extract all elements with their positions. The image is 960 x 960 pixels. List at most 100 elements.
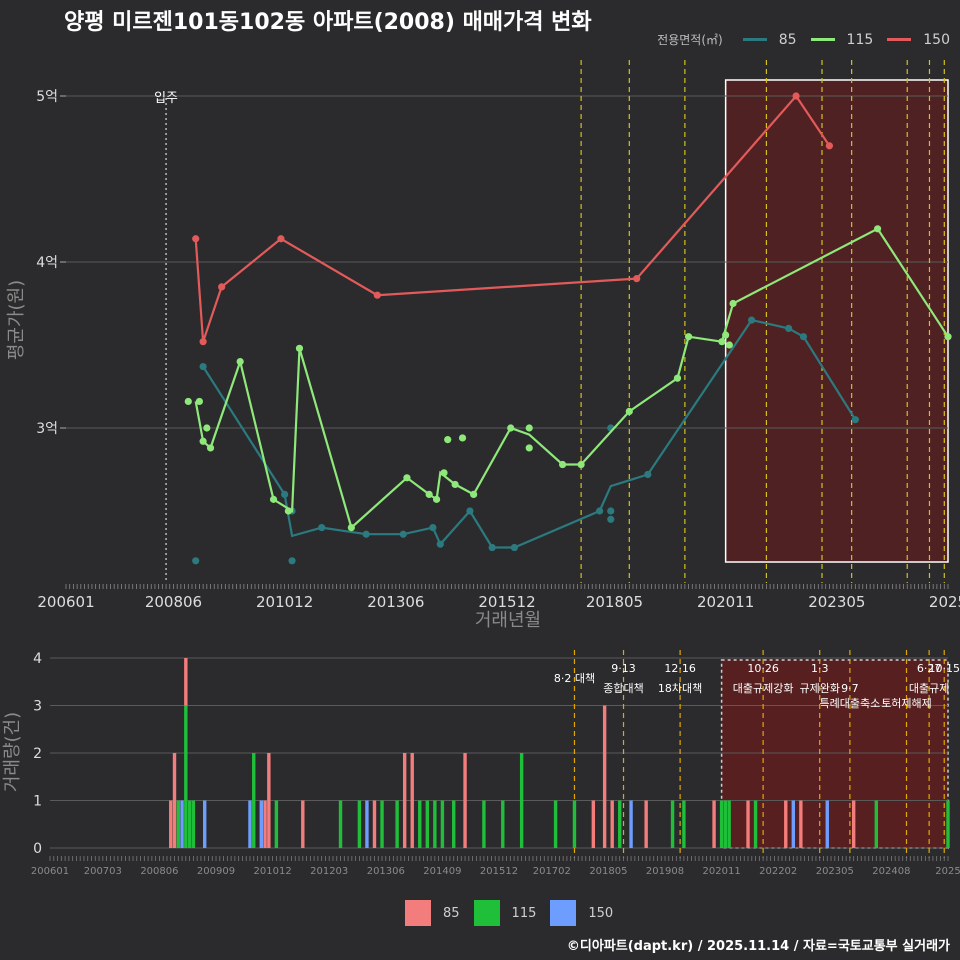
- series-line-150: [194, 94, 831, 343]
- volume-y-tick-label: 0: [33, 841, 42, 857]
- policy-annotation: 8·2 대책: [554, 672, 595, 685]
- data-point-115: [725, 341, 733, 349]
- volume-x-tick-label: 200909: [197, 866, 235, 877]
- policy-annotation: 6·27: [917, 662, 942, 675]
- chart-title: 양평 미르젠101동102동 아파트(2008) 매매가격 변화: [64, 10, 592, 35]
- bar-legend-label-150: 150: [588, 905, 614, 921]
- volume-bar-150: [791, 800, 796, 848]
- volume-bar-85: [602, 705, 607, 848]
- policy-annotation: 특례대출축소: [820, 697, 881, 710]
- data-point-115: [347, 524, 355, 532]
- volume-x-tick-label: 201908: [646, 866, 684, 877]
- volume-bar-115: [418, 800, 422, 848]
- data-point-85: [607, 515, 615, 523]
- policy-annotation: 토허제해제: [881, 696, 932, 710]
- volume-bar-115: [380, 800, 384, 848]
- x-tick-label: 201805: [586, 593, 643, 611]
- volume-bar-85: [172, 753, 177, 848]
- data-point-150: [633, 275, 641, 283]
- volume-bar-115: [274, 800, 279, 848]
- volume-bar-115: [723, 800, 728, 848]
- data-point-115: [470, 490, 478, 498]
- data-point-115: [203, 424, 211, 432]
- bar-legend-label-85: 85: [443, 905, 460, 921]
- data-point-85: [510, 543, 519, 552]
- legend-label-150: 150: [923, 31, 950, 48]
- x-tick-label: 202011: [697, 593, 754, 611]
- y-tick-label: 5억: [36, 89, 58, 105]
- policy-annotation: 대출규제강화: [733, 682, 794, 695]
- data-point-85: [436, 540, 444, 548]
- volume-bar-115: [176, 800, 180, 848]
- data-point-85: [488, 543, 496, 552]
- volume-bar-85: [169, 800, 173, 848]
- data-point-150: [218, 283, 226, 291]
- bar-legend-swatch-150: [550, 900, 577, 926]
- data-point-115: [284, 507, 292, 515]
- data-point-115: [873, 225, 882, 233]
- volume-bar-115: [425, 800, 430, 848]
- volume-x-tick-label: 201409: [423, 866, 461, 877]
- volume-bar-150: [259, 800, 263, 848]
- volume-y-axis-title: 거래량(건): [2, 712, 23, 792]
- data-point-115: [444, 436, 452, 444]
- data-point-115: [558, 460, 567, 469]
- data-point-115: [206, 444, 215, 452]
- legend-swatch-115: [810, 38, 835, 41]
- data-point-115: [451, 480, 459, 489]
- volume-bar-85: [184, 658, 188, 706]
- data-point-150: [277, 235, 285, 243]
- y-tick-label: 3억: [36, 421, 58, 437]
- volume-bar-85: [746, 800, 750, 848]
- volume-bar-150: [365, 800, 369, 848]
- data-point-85: [318, 524, 326, 532]
- data-point-85: [644, 470, 652, 479]
- volume-bar-150: [825, 800, 829, 848]
- volume-bar-85: [591, 800, 596, 848]
- volume-bar-85: [263, 800, 267, 848]
- data-point-115: [195, 397, 204, 406]
- data-point-115: [403, 474, 411, 482]
- bar-legend-swatch-115: [473, 900, 500, 926]
- data-point-85: [199, 362, 207, 371]
- data-point-85: [466, 507, 474, 515]
- volume-bar-115: [184, 705, 188, 848]
- data-point-150: [825, 142, 834, 150]
- data-point-115: [684, 333, 693, 341]
- x-tick-label: 201512: [478, 593, 535, 611]
- volume-bar-115: [440, 800, 445, 848]
- volume-bar-85: [402, 753, 407, 848]
- volume-bar-115: [252, 753, 256, 848]
- legend-swatch-150: [887, 38, 912, 41]
- volume-y-tick-label: 3: [33, 699, 42, 715]
- y-tick-label: 4억: [36, 255, 58, 271]
- volume-bar-115: [452, 800, 456, 848]
- volume-x-tick-label: 201702: [533, 866, 571, 877]
- x-tick-label: 200806: [145, 593, 202, 611]
- volume-bar-115: [187, 800, 192, 848]
- data-point-115: [236, 358, 244, 366]
- volume-x-tick-label: 200601: [31, 866, 69, 877]
- data-point-115: [199, 437, 207, 445]
- data-point-85: [785, 324, 793, 332]
- volume-bar-115: [753, 800, 758, 848]
- volume-bar-115: [482, 800, 486, 848]
- volume-bar-150: [629, 800, 633, 848]
- volume-bar-85: [267, 753, 271, 848]
- data-point-115: [729, 299, 737, 308]
- volume-bar-85: [410, 753, 414, 848]
- data-point-85: [362, 530, 370, 538]
- data-point-115: [507, 424, 515, 432]
- volume-bar-115: [553, 800, 558, 848]
- volume-x-tick-label: 202011: [703, 866, 741, 877]
- volume-x-tick-label: 201012: [254, 866, 292, 877]
- volume-bar-85: [463, 753, 467, 848]
- x-tick-label: 2025: [929, 593, 960, 611]
- volume-panel: 0 1 2 3 4 거래량(건) 8·2 대책 9·13 종합대책 12·16 18차대책 10·26…: [2, 650, 960, 877]
- policy-annotation: 9·7: [841, 682, 859, 695]
- top-legend: 전용면적(㎡) 85 115 150: [657, 31, 950, 48]
- volume-x-tick-label: 202202: [759, 866, 797, 877]
- volume-bar-85: [851, 800, 856, 848]
- volume-x-tick-label: 202408: [872, 866, 910, 877]
- volume-y-tick-label: 4: [33, 651, 42, 667]
